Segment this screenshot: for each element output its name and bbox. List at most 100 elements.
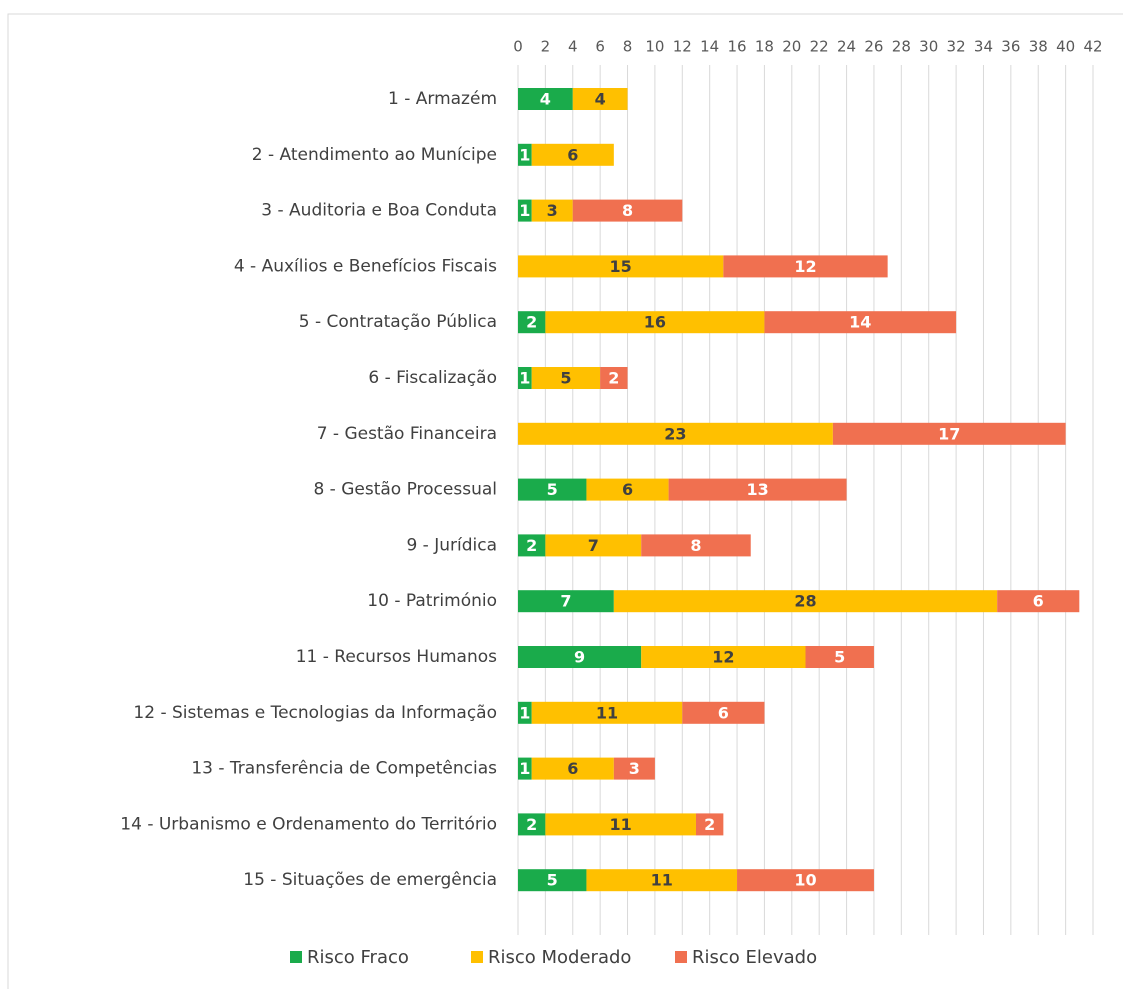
y-tick-label: 3 - Auditoria e Boa Conduta bbox=[261, 201, 497, 221]
bar-segment bbox=[723, 255, 888, 278]
x-tick-label: 30 bbox=[919, 38, 938, 56]
chart-frame bbox=[7, 13, 1123, 989]
value-label: 11 bbox=[596, 703, 618, 722]
value-label: 3 bbox=[629, 759, 640, 778]
value-label: 7 bbox=[588, 536, 599, 555]
bar-segment bbox=[518, 478, 587, 501]
x-tick-label: 2 bbox=[541, 38, 551, 56]
legend-label: Risco Moderado bbox=[488, 947, 631, 968]
value-label: 12 bbox=[794, 257, 816, 276]
x-tick-label: 20 bbox=[782, 38, 801, 56]
value-label: 1 bbox=[519, 703, 530, 722]
value-label: 11 bbox=[651, 871, 673, 890]
bar-segment bbox=[586, 869, 738, 892]
value-label: 2 bbox=[526, 313, 537, 332]
bar-segment bbox=[695, 813, 724, 836]
value-label: 5 bbox=[547, 480, 558, 499]
value-label: 6 bbox=[567, 145, 578, 164]
bar-segment bbox=[764, 311, 957, 334]
y-tick-label: 5 - Contratação Pública bbox=[299, 312, 497, 332]
legend-label: Risco Fraco bbox=[307, 947, 409, 968]
bar-segment bbox=[545, 534, 642, 557]
x-tick-label: 14 bbox=[700, 38, 719, 56]
value-label: 1 bbox=[519, 759, 530, 778]
y-tick-label: 12 - Sistemas e Tecnologias da Informaçã… bbox=[133, 703, 497, 723]
legend-swatch bbox=[675, 951, 687, 963]
value-label: 2 bbox=[608, 369, 619, 388]
value-label: 5 bbox=[834, 648, 845, 667]
legend-swatch bbox=[290, 951, 302, 963]
bar-segment bbox=[641, 534, 751, 557]
value-label: 9 bbox=[574, 648, 585, 667]
y-tick-label: 4 - Auxílios e Benefícios Fiscais bbox=[234, 256, 497, 276]
legend-swatch bbox=[471, 951, 483, 963]
x-tick-label: 18 bbox=[755, 38, 774, 56]
bar-segment bbox=[518, 367, 532, 389]
value-label: 4 bbox=[540, 90, 551, 109]
x-tick-label: 8 bbox=[623, 38, 633, 56]
value-label: 2 bbox=[704, 815, 715, 834]
bar-segment bbox=[586, 478, 669, 501]
bar-segment bbox=[682, 701, 765, 724]
y-tick-label: 14 - Urbanismo e Ordenamento do Territór… bbox=[120, 814, 497, 834]
value-label: 16 bbox=[644, 313, 666, 332]
value-label: 6 bbox=[718, 703, 729, 722]
x-tick-label: 6 bbox=[595, 38, 605, 56]
value-label: 2 bbox=[526, 815, 537, 834]
y-tick-label: 2 - Atendimento ao Munícipe bbox=[252, 145, 497, 165]
bar-segment bbox=[531, 367, 601, 389]
value-label: 10 bbox=[794, 871, 816, 890]
bar-segment bbox=[518, 88, 573, 110]
bar-segment bbox=[997, 590, 1080, 613]
bar-segment bbox=[518, 701, 532, 724]
y-tick-label: 10 - Património bbox=[367, 591, 497, 611]
x-tick-label: 28 bbox=[892, 38, 911, 56]
bar-segment bbox=[531, 701, 683, 724]
bar-segment bbox=[613, 590, 998, 613]
bar-segment bbox=[613, 757, 655, 780]
x-tick-label: 10 bbox=[645, 38, 664, 56]
value-label: 5 bbox=[560, 369, 571, 388]
x-tick-label: 26 bbox=[864, 38, 883, 56]
value-label: 6 bbox=[1033, 592, 1044, 611]
bar-segment bbox=[518, 534, 546, 557]
value-label: 8 bbox=[622, 201, 633, 220]
bar-segment bbox=[832, 422, 1066, 445]
bar-segment bbox=[600, 367, 628, 389]
y-tick-label: 13 - Transferência de Competências bbox=[191, 759, 497, 779]
value-label: 7 bbox=[560, 592, 571, 611]
bar-segment bbox=[531, 199, 573, 222]
bar-segment bbox=[805, 646, 874, 668]
bar-segment bbox=[531, 757, 614, 780]
bar-segment bbox=[545, 813, 696, 836]
x-tick-label: 36 bbox=[1001, 38, 1020, 56]
value-label: 12 bbox=[712, 648, 734, 667]
x-tick-label: 40 bbox=[1056, 38, 1075, 56]
y-tick-label: 7 - Gestão Financeira bbox=[317, 424, 497, 444]
x-tick-label: 22 bbox=[810, 38, 829, 56]
value-label: 3 bbox=[547, 201, 558, 220]
y-tick-label: 8 - Gestão Processual bbox=[313, 480, 497, 500]
bar-segment bbox=[518, 646, 642, 668]
y-tick-label: 9 - Jurídica bbox=[406, 535, 497, 555]
bar-segment bbox=[518, 422, 833, 445]
value-label: 4 bbox=[595, 90, 606, 109]
y-tick-label: 11 - Recursos Humanos bbox=[296, 647, 497, 667]
bar-segment bbox=[518, 590, 614, 613]
value-label: 13 bbox=[746, 480, 768, 499]
x-tick-label: 12 bbox=[673, 38, 692, 56]
bar-segment bbox=[572, 88, 628, 110]
value-label: 6 bbox=[567, 759, 578, 778]
bar-segment bbox=[737, 869, 874, 892]
value-label: 6 bbox=[622, 480, 633, 499]
bar-segment bbox=[518, 199, 532, 222]
bar-segment bbox=[531, 143, 614, 166]
bar-segment bbox=[572, 199, 683, 222]
value-label: 5 bbox=[547, 871, 558, 890]
bar-segment bbox=[518, 869, 587, 892]
x-tick-label: 4 bbox=[568, 38, 578, 56]
value-label: 14 bbox=[849, 313, 871, 332]
bar-segment bbox=[518, 143, 532, 166]
x-tick-label: 16 bbox=[728, 38, 747, 56]
